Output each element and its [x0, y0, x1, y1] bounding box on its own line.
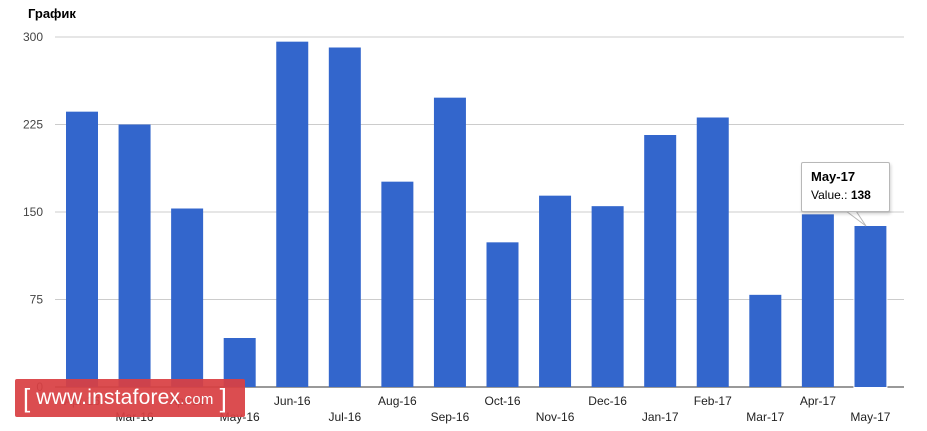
tooltip-title: May-17	[811, 169, 856, 184]
bar	[276, 41, 309, 388]
bar	[381, 181, 414, 387]
bar	[854, 226, 887, 387]
x-tick-label: Aug-16	[378, 394, 417, 408]
y-tick-label: 75	[30, 293, 44, 307]
x-tick-label: Nov-16	[536, 410, 575, 424]
bar	[66, 111, 98, 388]
x-tick-label: Apr-17	[800, 394, 836, 408]
watermark-url-host: www.instaforex	[36, 386, 181, 409]
x-tick-label: Jun-16	[274, 394, 311, 408]
chart-title: График	[28, 6, 76, 21]
x-tick-label: Feb-17	[694, 394, 732, 408]
x-tick-label: May-17	[850, 410, 890, 424]
instaforex-watermark-logo: [ www.instaforex.com ]	[15, 379, 245, 417]
y-tick-label: 225	[23, 118, 43, 132]
x-tick-label: Jul-16	[328, 410, 361, 424]
bar	[171, 208, 204, 387]
x-tick-label: Jan-17	[642, 410, 679, 424]
tooltip-label: Value.:	[811, 188, 848, 202]
bar	[328, 47, 361, 387]
bar-tooltip: May-17 Value.: 138	[801, 162, 890, 212]
x-tick-label: Mar-17	[746, 410, 784, 424]
watermark-url: www.instaforex.com	[36, 386, 213, 410]
bar	[749, 294, 782, 387]
bar	[591, 206, 624, 387]
tooltip-value: 138	[850, 188, 871, 202]
watermark-left-bracket: [	[23, 383, 31, 413]
bar-hover-outline	[853, 225, 888, 388]
bar	[486, 242, 519, 387]
y-tick-label: 150	[23, 205, 43, 219]
watermark-right-bracket: ]	[219, 383, 227, 413]
x-tick-label: Sep-16	[431, 410, 470, 424]
bar	[644, 135, 677, 387]
tooltip-pointer	[844, 210, 867, 227]
x-tick-label: Oct-16	[484, 394, 520, 408]
bar	[696, 117, 729, 387]
y-tick-label: 300	[23, 30, 43, 44]
bar	[118, 124, 151, 387]
bar	[223, 338, 256, 387]
tooltip-row: Value.: 138	[811, 188, 889, 202]
watermark-url-tld: .com	[180, 391, 214, 408]
x-tick-label: Dec-16	[588, 394, 627, 408]
bar	[801, 214, 834, 387]
bar	[433, 97, 466, 388]
bar	[539, 195, 572, 387]
